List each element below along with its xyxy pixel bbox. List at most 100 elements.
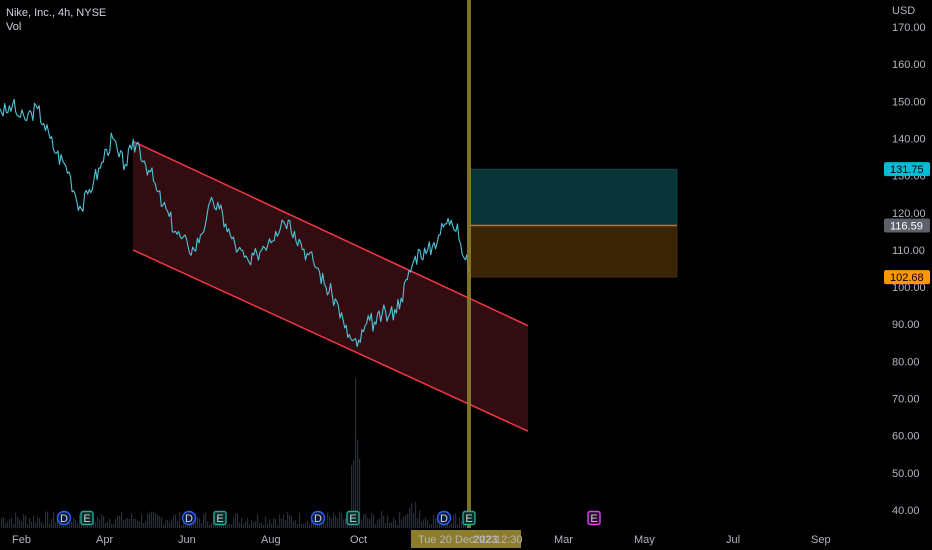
x-tick-label: Apr: [96, 534, 113, 546]
volume-bar: [257, 513, 259, 528]
volume-bar: [225, 522, 227, 528]
dividend-marker-icon[interactable]: [436, 510, 452, 526]
earnings-marker-icon[interactable]: [213, 510, 227, 526]
y-tick-label: 150.00: [892, 96, 926, 108]
volume-bar: [345, 518, 347, 528]
earnings-marker-icon[interactable]: [80, 510, 94, 526]
price-series-line[interactable]: [0, 98, 471, 348]
earnings-marker-icon[interactable]: [346, 510, 360, 526]
dividend-marker-icon[interactable]: [181, 510, 197, 526]
volume-bar: [131, 513, 133, 528]
volume-bar: [171, 519, 173, 528]
price-tag-label[interactable]: 102.68: [890, 272, 924, 284]
channel-upper-line[interactable]: [132, 140, 529, 327]
volume-bar: [413, 513, 415, 528]
y-tick-label: 160.00: [892, 59, 926, 71]
volume-bar: [173, 515, 175, 528]
volume-bar: [417, 518, 419, 528]
volume-bar: [163, 524, 165, 528]
volume-bar: [263, 524, 265, 528]
volume-bar: [247, 518, 249, 528]
y-tick-label: 140.00: [892, 133, 926, 145]
event-marker-label: D: [60, 513, 68, 525]
volume-bar: [181, 524, 183, 528]
volume-bar: [437, 517, 439, 528]
volume-bar: [283, 514, 285, 528]
volume-bar: [309, 524, 311, 528]
volume-bar: [371, 512, 373, 528]
volume-bar: [365, 514, 367, 528]
volume-bar: [429, 524, 431, 528]
price-tag-label[interactable]: 131.75: [890, 164, 924, 176]
volume-bar: [33, 515, 35, 528]
volume-bar: [243, 524, 245, 528]
symbol-title[interactable]: Nike, Inc., 4h, NYSE: [6, 7, 107, 19]
volume-bar: [207, 521, 209, 528]
price-tag-label[interactable]: 116.59: [890, 220, 923, 232]
dividend-marker-icon[interactable]: [56, 510, 72, 526]
earnings-marker-icon[interactable]: [587, 510, 601, 526]
volume-bar: [323, 519, 325, 528]
event-marker-label: E: [83, 513, 90, 525]
volume-bar: [341, 512, 343, 528]
price-tag-bg: [884, 162, 930, 177]
volume-bar: [327, 512, 329, 528]
volume-bar: [71, 521, 73, 528]
volume-bar: [73, 517, 75, 528]
volume-bar: [249, 524, 251, 528]
volume-bar: [53, 511, 55, 528]
volume-bar: [337, 518, 339, 528]
crosshair-time-bg: [411, 530, 521, 548]
volume-bar: [333, 512, 335, 528]
x-tick-label: Jun: [178, 534, 196, 546]
earnings-marker-icon[interactable]: [462, 510, 476, 526]
volume-bar: [269, 519, 271, 528]
volume-bar: [39, 518, 41, 528]
volume-bar: [395, 520, 397, 528]
volume-bar: [85, 523, 87, 528]
volume-bar: [37, 517, 39, 528]
volume-bar: [381, 511, 383, 528]
volume-bar: [311, 516, 313, 528]
volume-bar: [335, 515, 337, 528]
event-marker-label: E: [465, 513, 472, 525]
volume-bar: [119, 515, 121, 528]
volume-bar: [1, 518, 3, 528]
volume-bar: [49, 523, 51, 528]
volume-bar: [177, 521, 179, 528]
position-profit-zone[interactable]: [469, 168, 678, 226]
volume-bar: [295, 519, 297, 528]
volume-bar: [277, 524, 279, 528]
volume-bar: [65, 522, 67, 528]
y-tick-label: 70.00: [892, 394, 920, 406]
volume-bar: [31, 521, 33, 528]
volume-bar: [441, 523, 443, 528]
position-stop-zone[interactable]: [469, 225, 678, 278]
price-tag-bg: [884, 218, 930, 233]
dividend-marker-icon[interactable]: [310, 510, 326, 526]
volume-bar: [419, 510, 421, 528]
volume-bar: [367, 517, 369, 528]
volume-bar: [451, 523, 453, 528]
channel-lower-line[interactable]: [132, 249, 529, 432]
volume-bar: [415, 502, 417, 528]
volume-bar: [231, 524, 233, 528]
y-tick-label: 60.00: [892, 431, 920, 443]
y-tick-label: 100.00: [892, 282, 926, 294]
event-marker-label: D: [185, 513, 193, 525]
volume-bar: [375, 524, 377, 528]
volume-bar: [97, 516, 99, 528]
volume-bar: [109, 518, 111, 528]
volume-bar: [233, 517, 235, 528]
crosshair-vertical-line: [467, 0, 471, 528]
volume-bar: [201, 523, 203, 528]
volume-bar: [239, 522, 241, 528]
volume-bar: [291, 516, 293, 528]
volume-bar: [199, 518, 201, 528]
volume-bar: [353, 459, 355, 528]
volume-bar: [209, 524, 211, 528]
volume-bar: [45, 511, 47, 528]
volume-bar: [261, 522, 263, 528]
volume-indicator-label[interactable]: Vol: [6, 21, 22, 33]
